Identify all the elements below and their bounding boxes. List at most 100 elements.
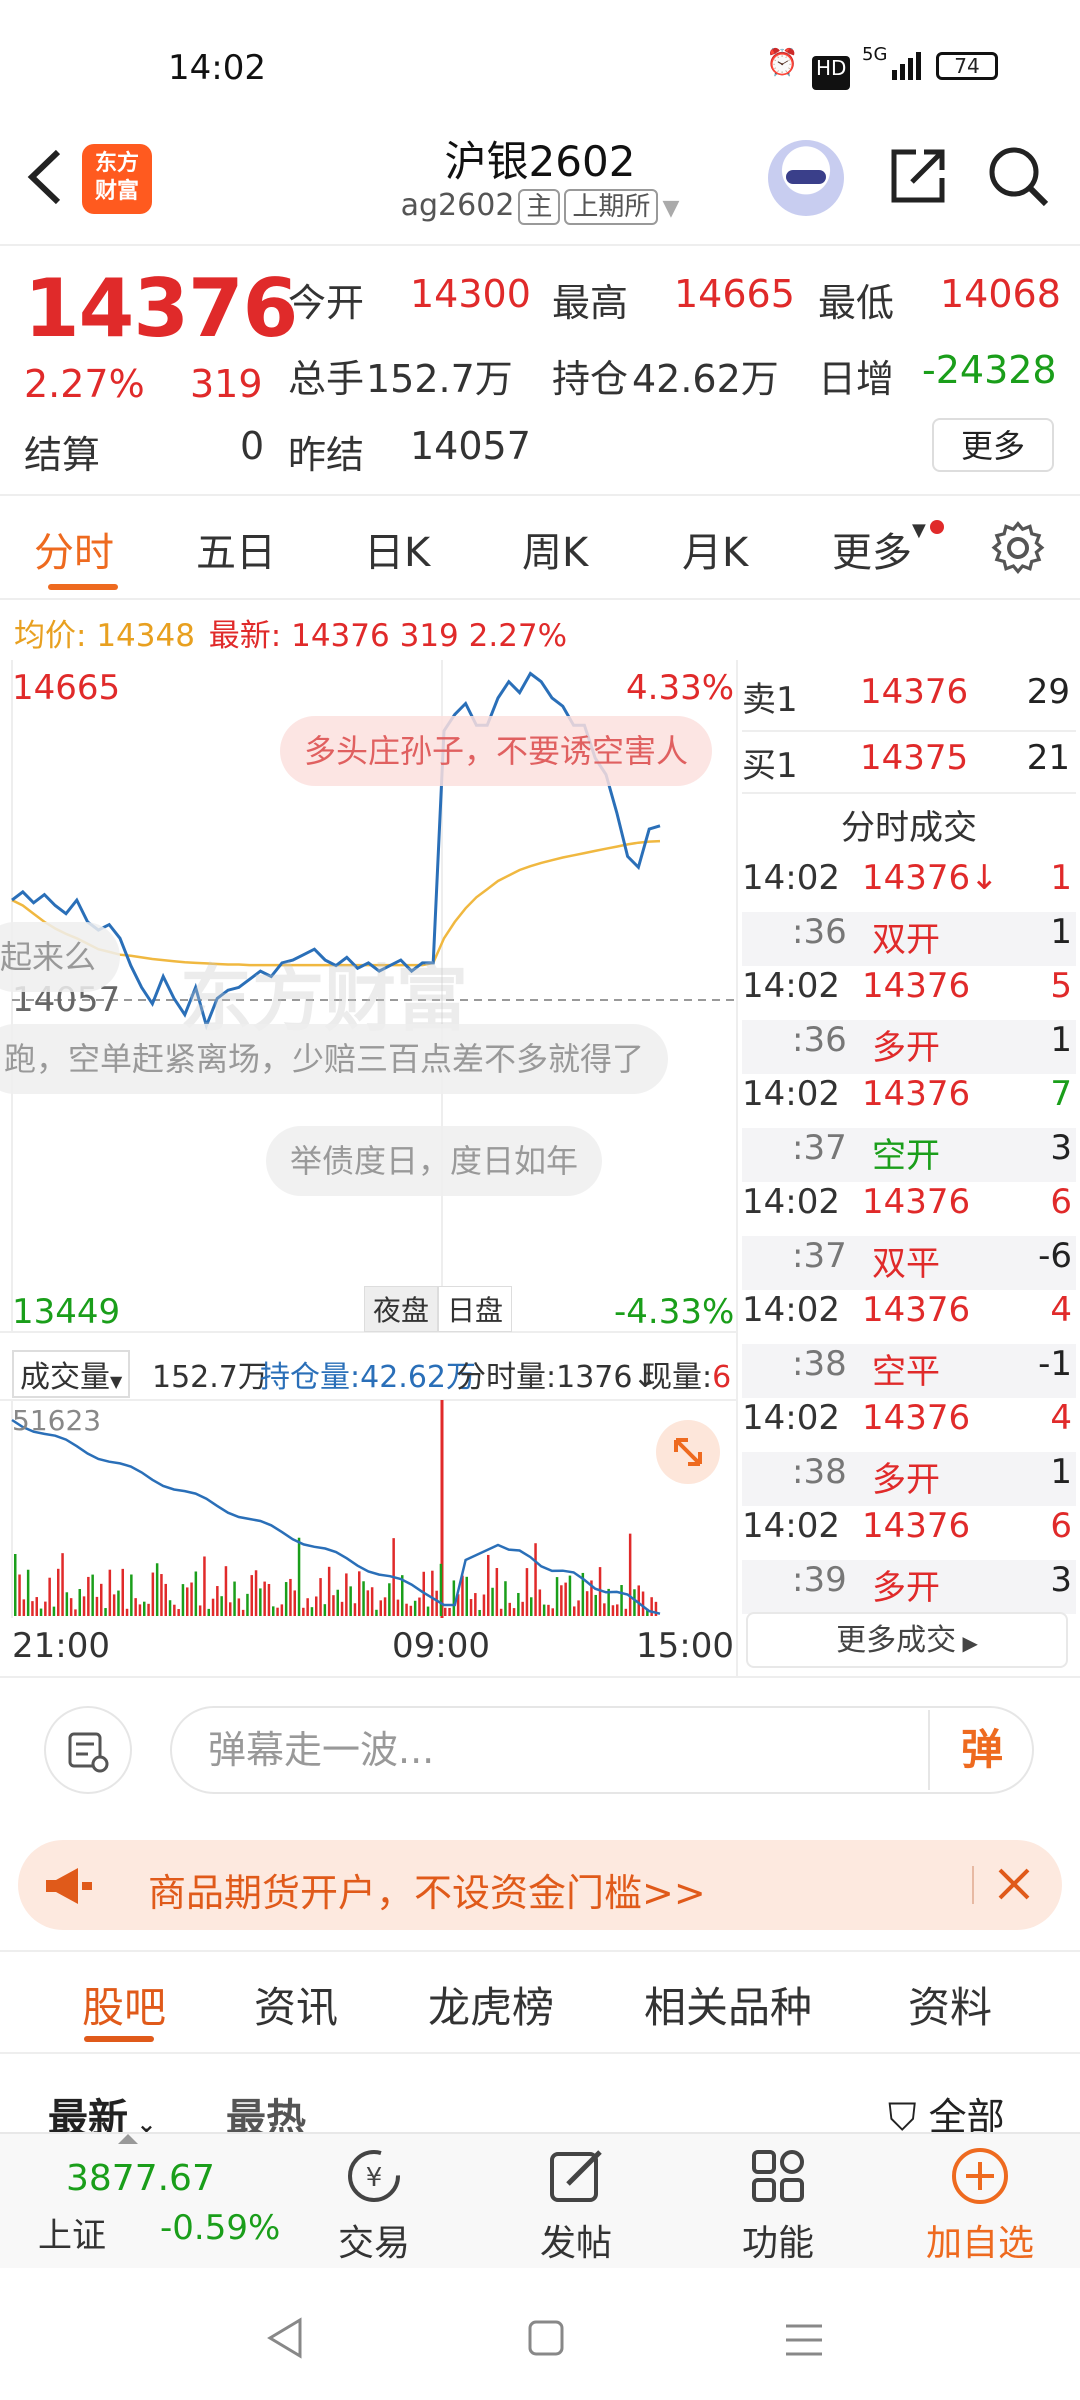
volume-bar [418, 1597, 421, 1616]
tab-news[interactable]: 资讯 [254, 1983, 339, 2032]
tab-profile[interactable]: 资料 [908, 1983, 993, 2032]
trade-kind-volume: -1 [1038, 1344, 1072, 1384]
index-value[interactable]: 3877.67 [66, 2158, 215, 2199]
session-toggle[interactable]: 夜盘 日盘 [364, 1286, 513, 1332]
promo-banner[interactable] [18, 1840, 1062, 1930]
volume-bar [388, 1583, 391, 1616]
change-value: 319 [190, 362, 263, 406]
apps-icon[interactable] [746, 2144, 810, 2208]
nav-back-icon[interactable] [264, 2316, 308, 2360]
tab-five-day[interactable]: 五日 [196, 530, 276, 576]
divider [742, 730, 1076, 732]
ask-row[interactable]: 卖1 14376 29 [742, 672, 1076, 726]
more-quote-button[interactable]: 更多 [932, 418, 1054, 472]
tab-forum[interactable]: 股吧 [82, 1983, 167, 2032]
volume-bar [538, 1589, 542, 1616]
nav-menu-icon[interactable] [782, 2320, 826, 2360]
expand-icon[interactable] [656, 1420, 720, 1484]
back-button[interactable] [22, 142, 74, 212]
volume-bar [203, 1556, 206, 1616]
volume-bar [91, 1574, 94, 1616]
latest-percent: 2.27% [468, 618, 568, 654]
day-session-button[interactable]: 日盘 [438, 1286, 513, 1332]
trades-title: 分时成交 [841, 808, 977, 848]
oi-value: 42.62万 [632, 357, 779, 401]
volume-bar [323, 1604, 327, 1616]
tab-more[interactable]: 更多▼ [832, 520, 926, 578]
close-icon[interactable] [988, 1858, 1040, 1910]
index-name[interactable]: 上证 [38, 2216, 106, 2256]
gear-icon[interactable] [990, 520, 1046, 576]
tab-related[interactable]: 相关品种 [644, 1983, 813, 2032]
volume-bar [616, 1604, 619, 1616]
bid-row[interactable]: 买1 14375 21 [742, 738, 1076, 792]
volume-selector[interactable]: 成交量▼ [12, 1350, 131, 1398]
status-time: 14:02 [168, 48, 266, 88]
tab-weekly-k[interactable]: 周K [522, 530, 589, 576]
trade-kind: 双平 [872, 1244, 940, 1284]
promo-text[interactable]: 商品期货开户，不设资金门槛>> [148, 1871, 706, 1915]
night-session-button[interactable]: 夜盘 [364, 1286, 439, 1332]
trade-kind: 空平 [872, 1352, 940, 1392]
volume-bar [104, 1608, 107, 1616]
logo-text-1: 东方 [94, 151, 139, 176]
tab-monthly-k[interactable]: 月K [682, 530, 749, 576]
hd-icon: HD [812, 56, 851, 90]
index-change[interactable]: -0.59% [160, 2208, 281, 2248]
contract-subtitle[interactable]: ag2602 主上期所 ▼ [330, 188, 750, 225]
trade-row: 14:02 14376 4 [742, 1290, 1076, 1344]
trade-price: 14376 [862, 1182, 971, 1222]
volume-bar [130, 1574, 133, 1616]
trade-second: :36 [792, 912, 847, 952]
caret-right-icon: ▶ [956, 1631, 978, 1655]
volume-bar [512, 1608, 516, 1616]
current-volume: 现量:6 [642, 1360, 732, 1395]
trade-price: 14376 [862, 966, 971, 1006]
volume-bar [624, 1608, 628, 1616]
volume-bar [263, 1581, 266, 1616]
divider [0, 1950, 1080, 1952]
add-watchlist-label[interactable]: 加自选 [925, 2223, 1034, 2264]
chart-high-label: 14665 [12, 668, 121, 708]
post-icon[interactable] [544, 2144, 608, 2208]
volume-bar [280, 1604, 284, 1616]
trade-second: :38 [792, 1452, 847, 1492]
post-label[interactable]: 发帖 [539, 2223, 612, 2264]
volume-bar [585, 1591, 589, 1616]
danmaku-settings-icon[interactable] [44, 1706, 132, 1794]
volume-bar [319, 1578, 322, 1616]
trade-detail-row: :37 双平 -6 [742, 1236, 1076, 1290]
daily-inc-value: -24328 [922, 348, 1057, 392]
volume-bar [302, 1607, 305, 1616]
danmaku-bubble: 举债度日，度日如年 [266, 1126, 603, 1196]
add-watchlist-icon[interactable] [948, 2144, 1012, 2208]
trade-volume: 1 [1050, 858, 1072, 898]
divider [742, 792, 1076, 794]
volume-bar [190, 1582, 193, 1616]
prev-settle-label: 昨结 [288, 433, 365, 477]
volume-bar [267, 1583, 271, 1616]
danmaku-input[interactable]: 弹幕走一波... [170, 1706, 1034, 1794]
filter-button[interactable]: ⛉ 全部 [888, 2086, 1005, 2141]
apps-label[interactable]: 功能 [741, 2223, 814, 2264]
volume-bar [143, 1601, 146, 1616]
battery-icon: 74 [936, 52, 998, 80]
volume-bar [560, 1585, 563, 1616]
volume-bar [250, 1575, 253, 1616]
tab-daily-k[interactable]: 日K [364, 530, 431, 576]
search-icon[interactable] [986, 144, 1050, 208]
danmaku-send-button[interactable]: 弹 [928, 1710, 1034, 1790]
tick-volume: 分时量:1376↓ [456, 1360, 658, 1395]
volume-bar [160, 1574, 163, 1616]
share-icon[interactable] [886, 144, 950, 208]
danmaku-bubble: 起来么 [0, 922, 121, 992]
nav-home-icon[interactable] [526, 2318, 566, 2358]
assistant-robot-icon[interactable] [768, 140, 844, 216]
trade-label[interactable]: 交易 [337, 2223, 410, 2264]
volume-bar [26, 1569, 30, 1616]
tab-intraday[interactable]: 分时 [34, 530, 114, 576]
app-logo: 东方 财富 [82, 144, 152, 214]
tab-dragon-tiger[interactable]: 龙虎榜 [428, 1983, 555, 2032]
more-trades-button[interactable]: 更多成交 ▶ [746, 1612, 1068, 1668]
trade-icon[interactable]: ¥ [342, 2144, 406, 2208]
